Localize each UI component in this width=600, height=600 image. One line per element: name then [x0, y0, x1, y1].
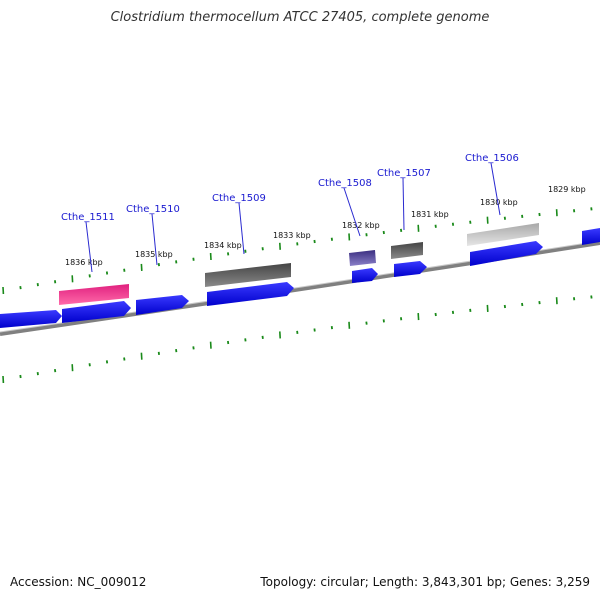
kbp-tick-label: 1834 kbp [204, 241, 242, 250]
gene-feature-box[interactable] [349, 250, 376, 266]
gene-label[interactable]: Cthe_1511 [61, 212, 115, 223]
forward-gene-arrow[interactable] [582, 228, 600, 245]
forward-gene-arrow[interactable] [62, 301, 131, 323]
gene-feature-box[interactable] [467, 223, 539, 246]
kbp-tick-label: 1832 kbp [342, 221, 380, 230]
forward-gene-arrow[interactable] [394, 261, 427, 277]
inner-tick-ring [2, 295, 593, 384]
outer-tick-ring [2, 207, 593, 295]
forward-gene-arrow[interactable] [0, 310, 62, 328]
kbp-tick-label: 1830 kbp [480, 198, 518, 207]
kbp-tick-label: 1836 kbp [65, 258, 103, 267]
genome-summary-text: Topology: circular; Length: 3,843,301 bp… [260, 575, 590, 589]
gene-feature-box[interactable] [205, 263, 291, 287]
gene-label[interactable]: Cthe_1506 [465, 153, 519, 164]
gene-label[interactable]: Cthe_1508 [318, 178, 372, 189]
forward-gene-arrow[interactable] [470, 241, 543, 266]
gene-label[interactable]: Cthe_1507 [377, 168, 431, 179]
gene-feature-box[interactable] [391, 242, 423, 259]
accession-text: Accession: NC_009012 [10, 575, 147, 589]
kbp-tick-label: 1829 kbp [548, 185, 586, 194]
gene-feature-box[interactable] [59, 284, 129, 305]
gene-label[interactable]: Cthe_1509 [212, 193, 266, 204]
gene-label-leader [151, 213, 158, 266]
gene-label-leader [85, 221, 93, 273]
kbp-tick-label: 1833 kbp [273, 231, 311, 240]
gene-label-leader [490, 162, 501, 216]
gene-label-leader [343, 187, 361, 237]
forward-gene-arrow[interactable] [207, 282, 294, 306]
kbp-tick-label: 1831 kbp [411, 210, 449, 219]
gene-label-leader [402, 177, 405, 231]
gene-label-leader [238, 202, 245, 255]
kbp-tick-label: 1835 kbp [135, 250, 173, 259]
forward-gene-arrow[interactable] [136, 295, 189, 315]
gene-label[interactable]: Cthe_1510 [126, 204, 180, 215]
map-title: Clostridium thermocellum ATCC 27405, com… [110, 10, 490, 25]
forward-gene-arrow[interactable] [352, 268, 378, 283]
